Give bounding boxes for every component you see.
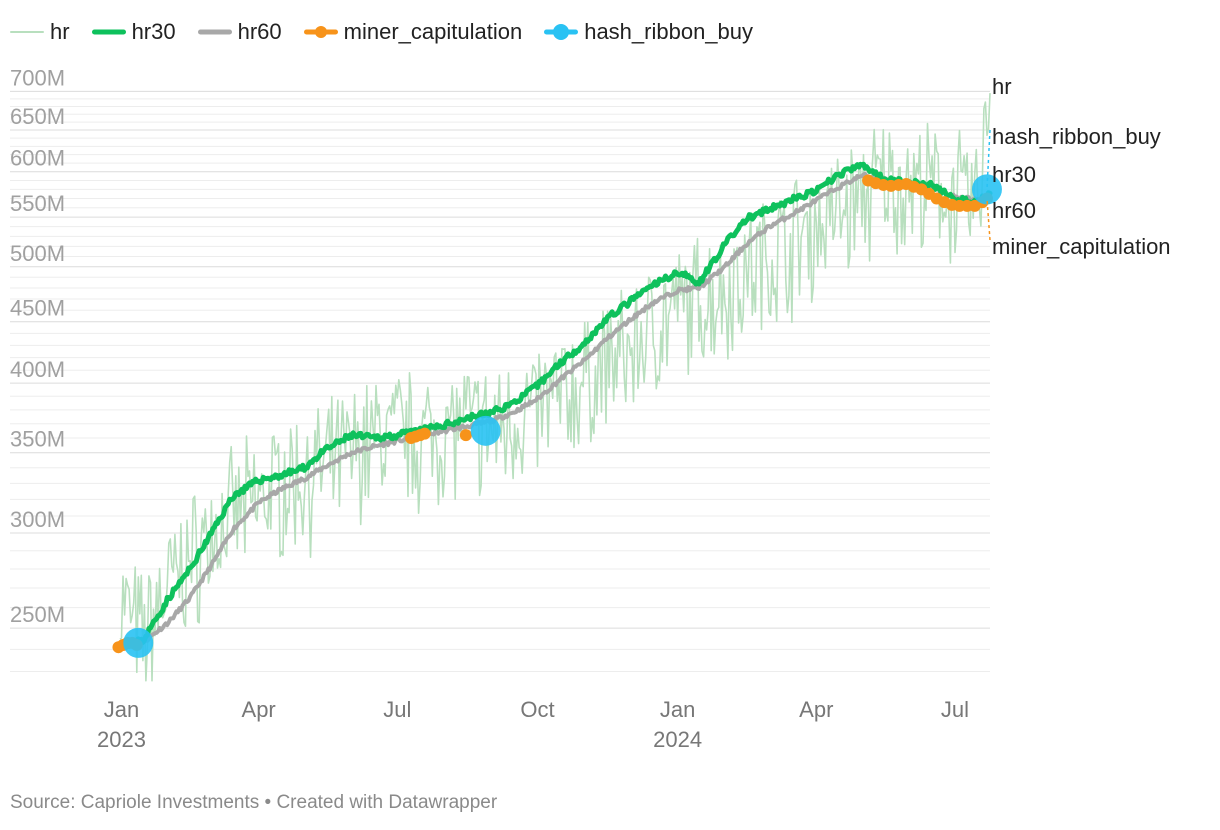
hash-ribbon-buy-point <box>470 415 501 446</box>
legend-item-hr60: hr60 <box>197 19 282 45</box>
legend-item-hash-ribbon-buy: hash_ribbon_buy <box>544 19 753 45</box>
y-tick-label: 650M <box>10 104 65 129</box>
legend-label: hr30 <box>131 19 176 44</box>
y-axis: 250M 300M 350M 400M 450M 500M 550M 600M 650M 700M <box>10 65 65 627</box>
legend-item-miner-capitulation: miner_capitulation <box>303 19 523 45</box>
legend-label: miner_capitulation <box>343 19 523 44</box>
legend-swatch <box>10 22 44 42</box>
legend-label: hash_ribbon_buy <box>584 19 754 44</box>
end-label-connector <box>986 198 991 241</box>
end-label-hr: hr <box>992 74 1012 99</box>
end-label-hr60: hr60 <box>992 198 1036 223</box>
end-label-hash-ribbon-buy: hash_ribbon_buy <box>992 124 1161 149</box>
legend-label: hr <box>50 19 70 44</box>
y-tick-label: 350M <box>10 427 65 452</box>
x-axis: Jan 2023 Apr Jul Oct Jan 2024 Apr Jul <box>97 697 969 752</box>
legend-label: hr60 <box>237 19 282 44</box>
y-tick-label: 550M <box>10 191 65 216</box>
created-with-link[interactable]: Created with Datawrapper <box>276 792 498 813</box>
y-tick-label: 600M <box>10 146 65 171</box>
y-tick-label: 450M <box>10 296 65 321</box>
chart-legend: hr hr30 hr60 miner_capitulation hash_ribbon_… <box>10 16 775 48</box>
legend-swatch <box>303 22 338 42</box>
x-tick-label: Jan <box>104 697 139 722</box>
series-hr60-line <box>119 171 992 652</box>
miner-capitulation-point <box>418 427 431 440</box>
x-tick-label: Apr <box>799 697 833 722</box>
series-layer <box>112 93 1002 682</box>
legend-swatch <box>197 22 232 42</box>
footer-separator: • <box>259 792 277 813</box>
y-tick-label: 400M <box>10 357 65 382</box>
legend-item-hr: hr <box>10 19 70 45</box>
x-tick-year: 2023 <box>97 727 146 752</box>
y-tick-label: 500M <box>10 241 65 266</box>
hash-ribbon-buy-point <box>971 174 1002 205</box>
y-tick-label: 250M <box>10 602 65 627</box>
end-labels: hr hash_ribbon_buy hr30 hr60 miner_capitulat… <box>986 74 1171 259</box>
chart-footer: Source: Capriole Investments • Created w… <box>10 792 497 814</box>
x-tick-label: Oct <box>520 697 554 722</box>
legend-swatch <box>544 22 579 42</box>
y-tick-label: 300M <box>10 507 65 532</box>
x-tick-year: 2024 <box>653 727 702 752</box>
end-label-miner-capitulation: miner_capitulation <box>992 234 1171 259</box>
legend-item-hr30: hr30 <box>91 19 176 45</box>
line-chart: 250M 300M 350M 400M 450M 500M 550M 600M 650M 700M… <box>10 65 1171 752</box>
legend-swatch <box>91 22 126 42</box>
y-tick-label: 700M <box>10 65 65 90</box>
end-label-connector <box>986 129 991 190</box>
x-tick-label: Jul <box>383 697 411 722</box>
x-tick-label: Jul <box>941 697 969 722</box>
miner-capitulation-point <box>459 429 472 442</box>
series-hr30-line <box>119 161 993 651</box>
series-hr-line <box>119 93 991 682</box>
x-tick-label: Jan <box>660 697 695 722</box>
hash-ribbon-buy-point <box>123 627 154 658</box>
source-text: Source: Capriole Investments <box>10 792 260 813</box>
end-label-hr30: hr30 <box>992 162 1036 187</box>
x-tick-label: Apr <box>242 697 276 722</box>
